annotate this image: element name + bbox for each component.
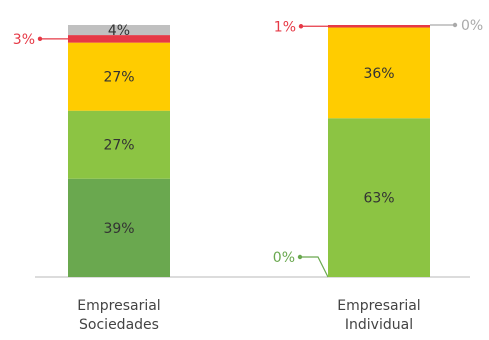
data-label: 1% xyxy=(274,19,296,35)
bar-segment xyxy=(68,35,170,43)
data-label: 27% xyxy=(103,138,134,154)
data-label: 0% xyxy=(273,250,295,266)
leader-line xyxy=(300,256,329,278)
data-label: 0% xyxy=(461,18,483,34)
bar-segment xyxy=(328,118,430,278)
leader-dot xyxy=(298,24,304,29)
leader-dot xyxy=(37,36,43,42)
leader-dot xyxy=(297,254,303,260)
bar-segment xyxy=(68,42,170,111)
data-label: 36% xyxy=(363,66,394,82)
data-label: 39% xyxy=(103,221,134,237)
data-label: 3% xyxy=(13,32,35,48)
category-label: Sociedades xyxy=(79,317,159,333)
bar-segment xyxy=(328,25,430,28)
data-label: 4% xyxy=(108,23,130,39)
bar-segment xyxy=(68,110,170,179)
category-label: Empresarial xyxy=(77,298,160,314)
data-label: 27% xyxy=(103,70,134,86)
category-label: Empresarial xyxy=(337,298,420,314)
bar-segment xyxy=(328,27,430,119)
data-label: 63% xyxy=(363,191,394,207)
bar-segment xyxy=(68,25,170,36)
bar-segment xyxy=(68,178,170,277)
category-label: Individual xyxy=(345,317,413,333)
leader-dot xyxy=(452,22,458,28)
